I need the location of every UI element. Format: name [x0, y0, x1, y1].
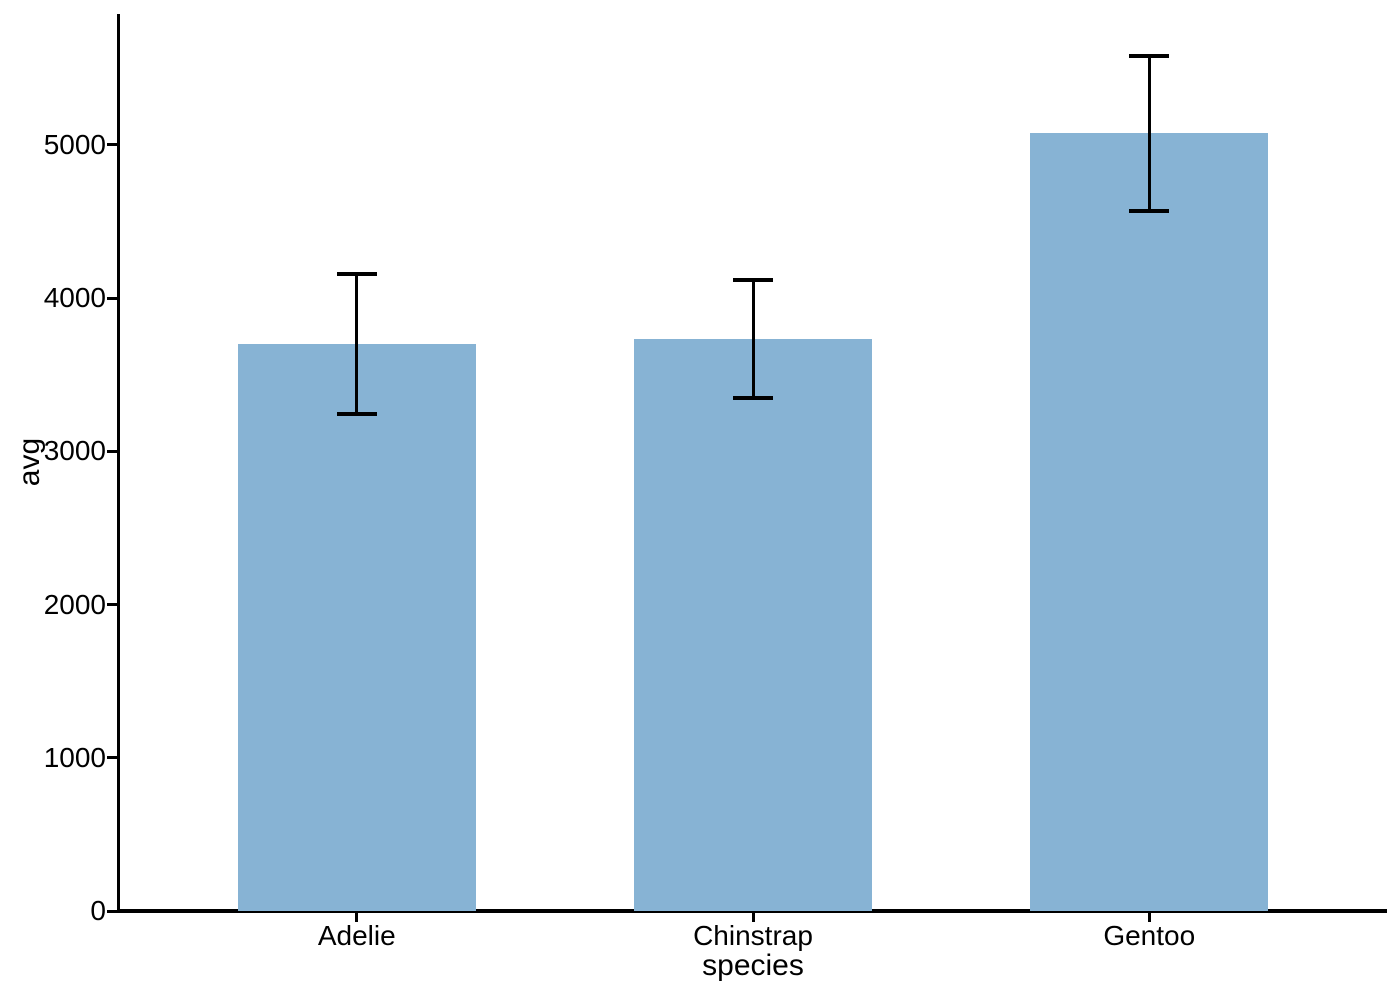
error-bar-cap-top [1129, 54, 1170, 59]
x-tick-label: Gentoo [1103, 920, 1196, 951]
error-bar-line [355, 273, 359, 415]
y-tick-mark [107, 603, 117, 607]
y-tick-label: 4000 [43, 282, 106, 314]
error-bar-line [1147, 56, 1151, 211]
bar-chinstrap [634, 339, 872, 911]
x-tick-label: Adelie [317, 920, 396, 951]
y-tick-mark [107, 296, 117, 300]
error-bar-cap-bottom [336, 412, 377, 417]
x-tick-label: Chinstrap [693, 920, 813, 951]
x-tick-mark [355, 913, 359, 922]
error-bar-cap-bottom [1129, 208, 1170, 213]
x-tick-mark [751, 913, 755, 922]
y-tick-label: 1000 [43, 741, 106, 773]
y-tick-mark [107, 909, 117, 913]
error-bar-cap-bottom [733, 395, 773, 400]
y-tick-label: 3000 [43, 435, 106, 467]
y-tick-label: 2000 [43, 588, 106, 620]
error-bar-cap-top [733, 278, 773, 283]
bar-gentoo [1030, 133, 1269, 911]
y-tick-mark [107, 756, 117, 760]
bar-adelie [237, 344, 476, 911]
y-tick-mark [107, 449, 117, 453]
y-tick-mark [107, 143, 117, 147]
error-bar-line [751, 280, 755, 398]
y-tick-label: 0 [90, 895, 106, 926]
x-axis-title: species [702, 949, 804, 982]
y-axis-spine [117, 14, 120, 913]
y-tick-label: 5000 [43, 128, 106, 160]
x-axis-spine [117, 909, 1387, 913]
error-bar-cap-top [336, 271, 377, 276]
x-tick-mark [1147, 913, 1151, 922]
